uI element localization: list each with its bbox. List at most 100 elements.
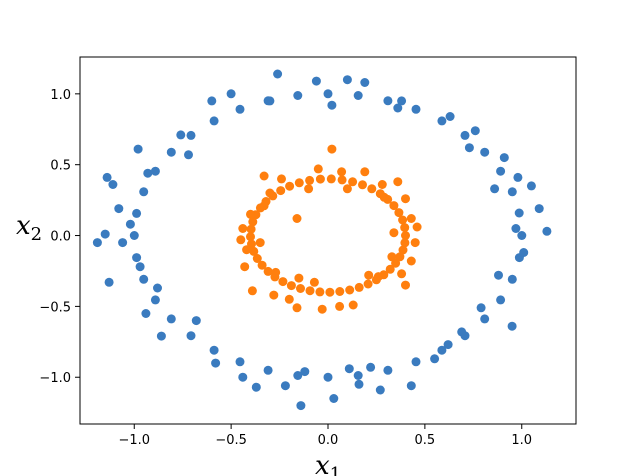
- data-point: [296, 284, 305, 293]
- data-point: [445, 112, 455, 121]
- data-point: [383, 365, 393, 375]
- data-point: [246, 209, 255, 219]
- data-point: [125, 219, 135, 229]
- data-point: [133, 144, 143, 154]
- data-point: [393, 103, 403, 113]
- data-point: [240, 262, 250, 272]
- data-point: [305, 175, 315, 185]
- data-point: [476, 303, 486, 313]
- data-point: [460, 130, 470, 140]
- data-point: [132, 208, 142, 218]
- data-point: [385, 264, 395, 274]
- data-point: [513, 172, 523, 182]
- data-point: [278, 277, 288, 287]
- y-tick-label: 0.0: [50, 230, 71, 245]
- data-point: [257, 260, 267, 270]
- data-point: [255, 238, 265, 248]
- data-point: [354, 282, 364, 292]
- data-point: [153, 283, 162, 293]
- data-point: [313, 164, 323, 174]
- data-point: [300, 367, 310, 377]
- data-point: [348, 177, 358, 187]
- ticks-layer: −1.0 −0.5 0.0 0.5 1.0 −1.0 −0.5 0.0 0.5 1.0: [39, 88, 532, 448]
- y-axis-label: x2: [16, 211, 42, 245]
- data-point: [238, 372, 248, 382]
- series-0: [92, 69, 552, 411]
- data-point: [437, 345, 447, 355]
- data-point: [293, 91, 303, 100]
- data-point: [430, 354, 440, 364]
- data-point: [263, 365, 273, 375]
- data-point: [401, 194, 410, 204]
- points-layer: [92, 69, 552, 411]
- data-point: [377, 180, 387, 189]
- data-point: [317, 304, 327, 314]
- data-point: [412, 222, 422, 232]
- data-point: [411, 357, 421, 367]
- data-point: [235, 104, 245, 114]
- data-point: [211, 358, 221, 368]
- data-point: [277, 174, 286, 184]
- y-tick-label: −1.0: [39, 371, 71, 386]
- data-point: [305, 286, 315, 296]
- data-point: [259, 171, 269, 181]
- data-point: [389, 228, 399, 238]
- data-point: [108, 180, 118, 189]
- data-point: [315, 174, 325, 184]
- data-point: [226, 89, 236, 99]
- data-point: [358, 180, 367, 190]
- data-point: [400, 238, 410, 248]
- data-point: [132, 253, 142, 263]
- data-point: [118, 238, 128, 248]
- y-tick-label: 1.0: [50, 88, 71, 103]
- data-point: [186, 331, 196, 341]
- data-point: [360, 78, 370, 87]
- data-point: [387, 252, 397, 262]
- data-point: [480, 147, 490, 157]
- data-point: [100, 229, 110, 239]
- data-point: [329, 394, 339, 403]
- data-point: [263, 266, 273, 276]
- data-point: [393, 177, 403, 187]
- data-point: [104, 277, 114, 287]
- data-point: [406, 214, 416, 223]
- data-point: [342, 184, 352, 194]
- data-point: [507, 274, 517, 284]
- x-tick-label: −0.5: [215, 433, 247, 448]
- data-point: [398, 215, 408, 225]
- data-point: [364, 270, 374, 280]
- data-point: [248, 217, 258, 227]
- data-point: [363, 279, 373, 289]
- data-point: [296, 401, 306, 411]
- data-point: [323, 89, 333, 99]
- data-point: [271, 267, 281, 277]
- data-point: [247, 286, 257, 296]
- data-point: [397, 269, 407, 279]
- data-point: [323, 372, 333, 382]
- data-point: [102, 172, 112, 182]
- data-point: [360, 167, 370, 177]
- data-point: [401, 231, 410, 240]
- data-point: [507, 187, 517, 197]
- data-point: [496, 166, 506, 176]
- data-point: [406, 256, 416, 266]
- data-point: [286, 281, 296, 291]
- data-point: [150, 166, 160, 176]
- data-point: [191, 316, 201, 326]
- data-point: [511, 224, 521, 233]
- data-point: [114, 204, 124, 214]
- data-point: [235, 357, 245, 367]
- data-point: [236, 235, 246, 245]
- data-point: [292, 303, 302, 313]
- data-point: [464, 143, 474, 153]
- data-point: [379, 192, 389, 202]
- data-point: [141, 309, 151, 318]
- series-1: [236, 144, 422, 314]
- data-point: [265, 188, 275, 198]
- data-point: [437, 116, 447, 126]
- data-point: [375, 385, 385, 395]
- data-point: [526, 181, 536, 191]
- data-point: [344, 364, 354, 374]
- data-point: [457, 327, 467, 337]
